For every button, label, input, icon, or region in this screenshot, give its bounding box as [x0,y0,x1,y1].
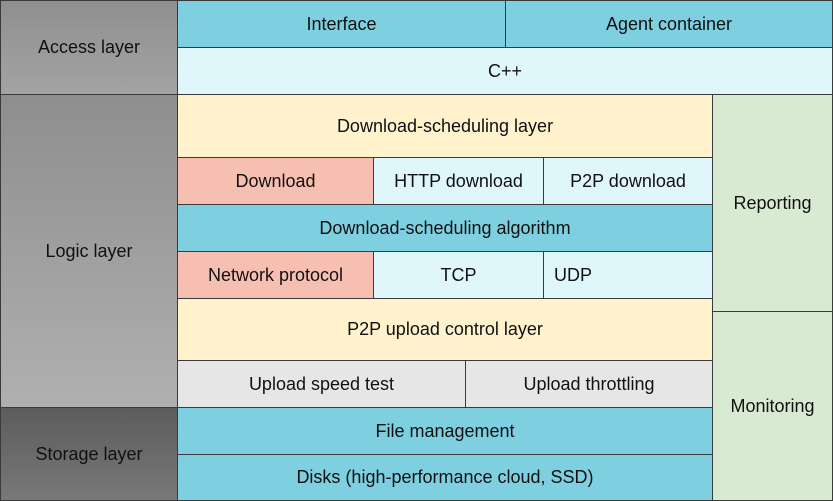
http-download: HTTP download [373,157,544,205]
agent-container: Agent container [505,0,833,48]
upload-speed-test: Upload speed test [177,360,466,408]
p2p-download: P2P download [543,157,713,205]
network-protocol: Network protocol [177,251,374,299]
cpp: C++ [177,47,833,95]
download-scheduling-layer: Download-scheduling layer [177,94,713,158]
access-layer: Access layer [0,0,178,95]
file-management: File management [177,407,713,455]
reporting: Reporting [712,94,833,312]
disks: Disks (high-performance cloud, SSD) [177,454,713,501]
upload-throttling: Upload throttling [465,360,713,408]
interface: Interface [177,0,506,48]
p2p-upload-control-layer: P2P upload control layer [177,298,713,361]
udp: UDP [543,251,713,299]
download: Download [177,157,374,205]
tcp: TCP [373,251,544,299]
logic-layer: Logic layer [0,94,178,408]
download-scheduling-algorithm: Download-scheduling algorithm [177,204,713,252]
storage-layer: Storage layer [0,407,178,501]
monitoring: Monitoring [712,311,833,501]
